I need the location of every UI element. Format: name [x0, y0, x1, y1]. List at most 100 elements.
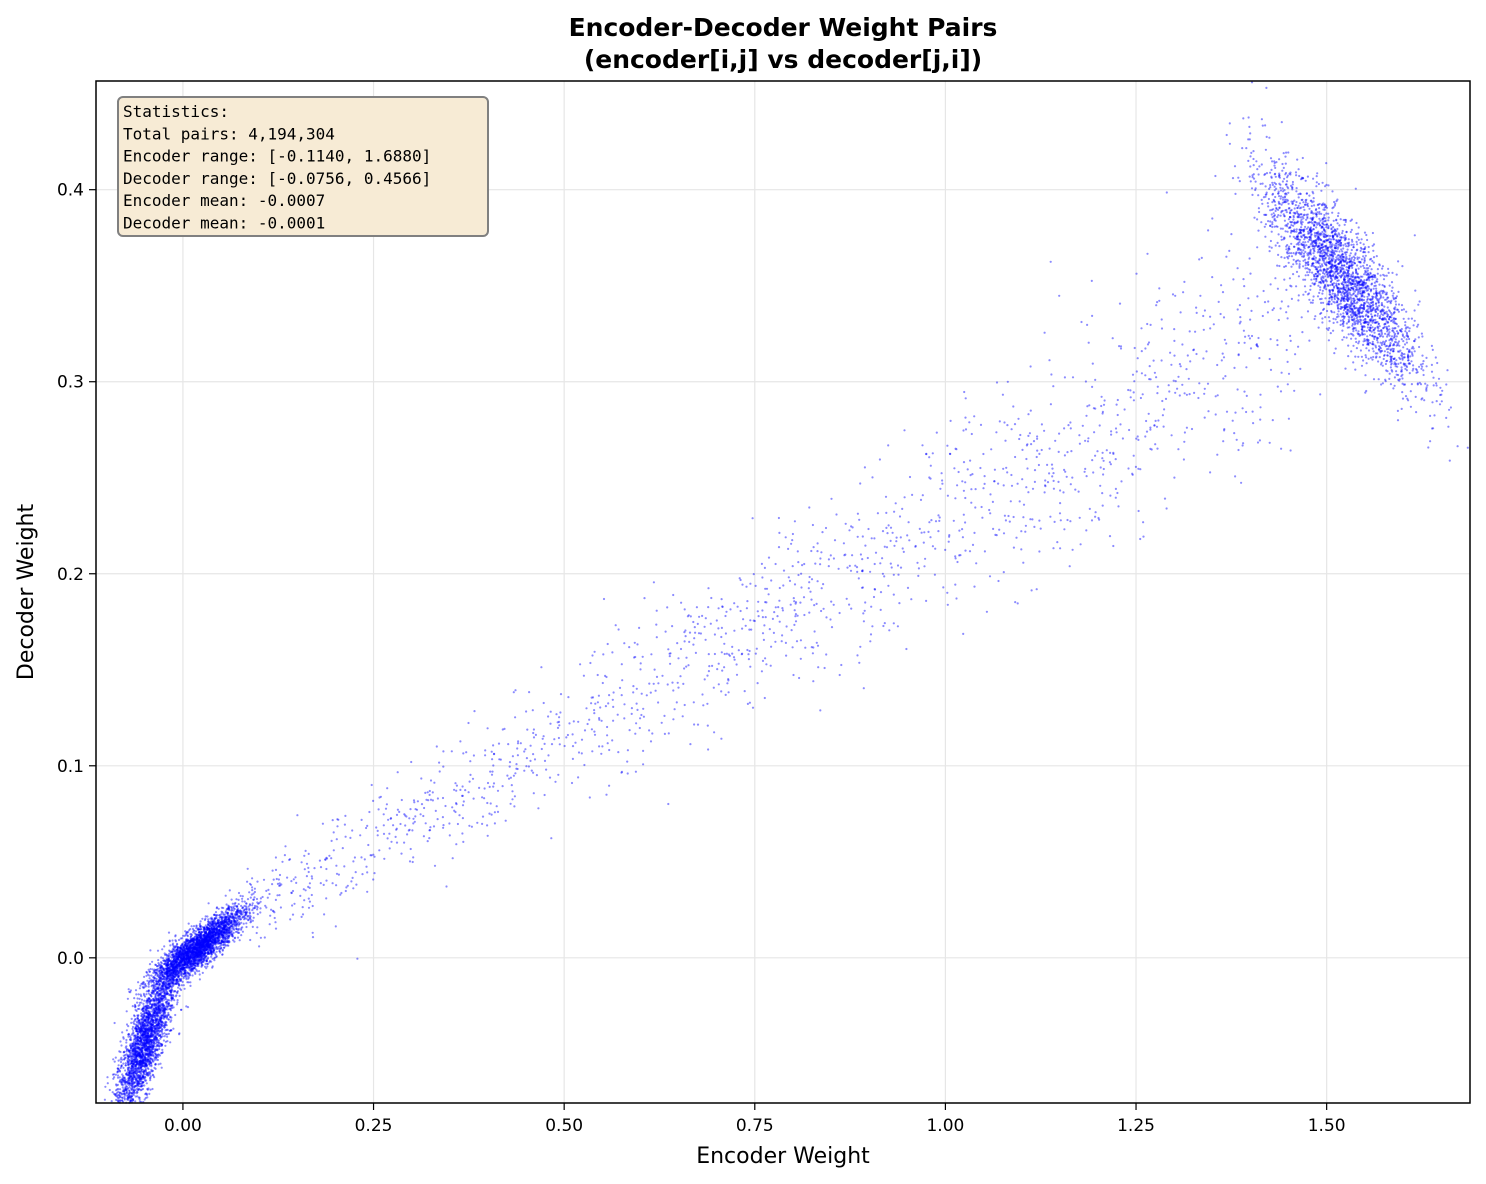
data-point [124, 1094, 127, 1097]
data-point [130, 1057, 133, 1060]
data-point [172, 983, 176, 986]
data-point [134, 1078, 137, 1081]
data-point [152, 969, 155, 973]
data-point [156, 1033, 159, 1037]
data-point [136, 1017, 139, 1020]
data-point [128, 1078, 131, 1081]
data-point [127, 1092, 130, 1095]
data-point [157, 1008, 160, 1011]
data-point [164, 1023, 167, 1026]
data-point [139, 993, 142, 996]
data-point [242, 922, 245, 925]
data-point [128, 1059, 131, 1062]
data-point [133, 1058, 136, 1061]
data-point [166, 962, 169, 965]
data-point [237, 909, 240, 912]
data-point [150, 1028, 153, 1032]
data-point [134, 1004, 137, 1008]
data-point [169, 968, 172, 971]
data-point [147, 1016, 150, 1019]
data-point [150, 1028, 153, 1031]
data-point [130, 1046, 133, 1049]
data-point [154, 1026, 157, 1029]
data-point [134, 1070, 137, 1073]
data-point [159, 989, 162, 993]
data-point [133, 1062, 136, 1065]
data-point [213, 959, 216, 962]
data-point [163, 990, 166, 993]
data-point [141, 1062, 144, 1065]
data-point [199, 928, 202, 931]
data-point [241, 930, 244, 933]
data-point [148, 1047, 151, 1050]
data-point [161, 1035, 164, 1038]
data-point [165, 998, 168, 1001]
data-point [221, 949, 224, 952]
data-point [124, 1087, 127, 1090]
data-point [146, 1028, 149, 1031]
data-point [141, 1033, 145, 1036]
data-point [143, 1014, 146, 1017]
data-point [140, 1085, 143, 1088]
data-point [157, 1002, 160, 1005]
data-point [138, 1074, 141, 1077]
data-point [143, 1030, 146, 1034]
data-point [127, 1082, 130, 1085]
data-point [117, 1059, 120, 1062]
data-point [156, 1032, 159, 1035]
data-point [123, 1079, 126, 1082]
data-point [159, 993, 162, 996]
data-point [160, 969, 163, 972]
data-point [169, 984, 172, 988]
data-point [157, 1020, 160, 1023]
data-point [156, 1013, 159, 1016]
data-point [134, 1042, 137, 1045]
data-point [153, 1015, 157, 1019]
data-point [180, 1008, 183, 1011]
data-point [174, 958, 177, 961]
data-point [232, 909, 235, 912]
data-point [120, 1064, 123, 1067]
data-point [130, 1095, 133, 1098]
data-point [136, 1007, 140, 1011]
data-point [136, 1014, 139, 1017]
data-point [146, 1037, 149, 1040]
data-point [145, 1028, 148, 1031]
data-point [153, 1004, 156, 1008]
data-point [132, 1043, 135, 1046]
data-point [152, 1045, 155, 1048]
data-point [177, 981, 180, 984]
data-point [255, 931, 258, 935]
data-point [144, 1019, 148, 1022]
data-point [133, 1069, 136, 1072]
data-point [146, 1087, 149, 1091]
data-point [134, 1070, 137, 1073]
data-point [184, 930, 187, 933]
data-point [138, 1054, 141, 1057]
data-point [151, 1044, 154, 1047]
data-point [160, 1016, 163, 1020]
data-point [143, 1036, 146, 1039]
data-point [149, 1045, 152, 1048]
data-point [122, 1079, 125, 1082]
data-point [135, 1060, 138, 1064]
data-point [128, 1069, 131, 1072]
data-point [106, 1076, 109, 1079]
data-point [156, 965, 159, 968]
data-point [165, 958, 169, 962]
data-point [180, 984, 183, 987]
data-point [192, 925, 196, 928]
data-point [139, 1078, 142, 1081]
data-point [248, 911, 251, 914]
data-point [160, 1066, 163, 1069]
data-point [189, 984, 192, 988]
data-point [163, 1011, 166, 1014]
data-point [158, 1018, 161, 1021]
data-point [155, 987, 158, 991]
data-point [156, 1038, 159, 1042]
data-point [129, 1038, 132, 1041]
data-point [129, 1072, 132, 1075]
data-point [148, 1056, 151, 1059]
data-point [166, 992, 169, 995]
data-point [145, 1017, 148, 1020]
